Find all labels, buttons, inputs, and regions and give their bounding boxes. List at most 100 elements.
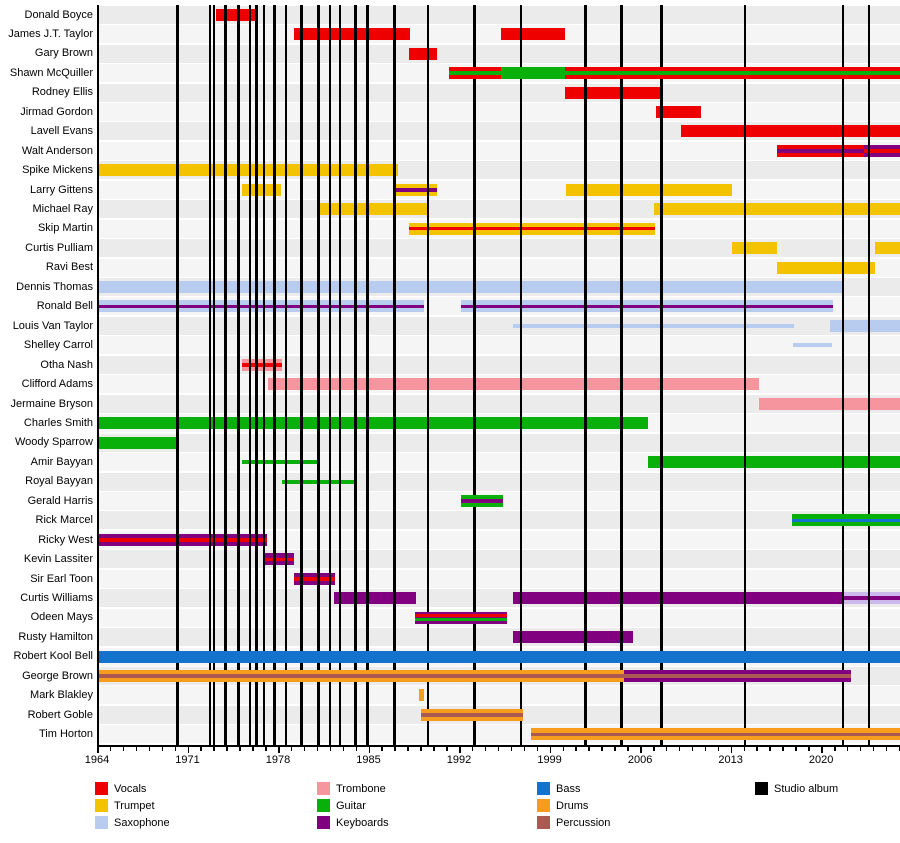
axis-tick (265, 747, 267, 751)
studio-album-line (300, 5, 303, 745)
studio-album-line (212, 5, 216, 745)
membership-bar (777, 144, 864, 157)
axis-tick (562, 747, 564, 751)
member-label: Rodney Ellis (31, 86, 93, 99)
axis-tick (226, 747, 228, 751)
studio-album-line (473, 5, 476, 745)
axis-tick (756, 747, 758, 751)
axis-tick (407, 747, 409, 751)
axis-tick (213, 747, 215, 751)
row-band (99, 25, 900, 44)
axis-tick (200, 747, 202, 751)
axis-tick (808, 747, 810, 751)
membership-bar (792, 343, 832, 348)
instrument-stripe (448, 71, 502, 75)
axis-tick (653, 747, 655, 751)
membership-bar (501, 67, 565, 80)
member-label: Louis Van Taylor (12, 319, 93, 332)
axis-tick (97, 747, 99, 753)
membership-bar (656, 105, 702, 118)
member-label: Odeen Mays (30, 611, 93, 624)
membership-bar (461, 300, 833, 313)
studio-album-line (620, 5, 623, 745)
axis-year-label: 2006 (627, 754, 653, 766)
studio-album-line (354, 5, 357, 745)
membership-bar (242, 358, 283, 371)
row-band (99, 355, 900, 374)
axis-tick (614, 747, 616, 751)
legend-label: Drums (556, 800, 589, 812)
instrument-stripe (99, 304, 425, 309)
member-label: Shelley Carrol (23, 339, 93, 352)
member-label: James J.T. Taylor (8, 27, 93, 40)
axis-tick (368, 747, 371, 753)
member-label: Ravi Best (45, 261, 93, 274)
row-band (99, 258, 900, 277)
axis-tick (484, 747, 487, 751)
axis-tick (109, 747, 112, 751)
axis-year-label: 1971 (175, 754, 200, 766)
axis-tick (303, 747, 306, 751)
row-band (99, 472, 900, 491)
axis-tick (834, 747, 836, 751)
member-label: Spike Mickens (22, 164, 93, 177)
axis-tick (536, 747, 539, 751)
axis-tick (795, 747, 797, 751)
membership-bar (267, 378, 760, 391)
row-band (99, 686, 900, 705)
membership-bar (99, 650, 900, 663)
member-label: Kevin Lassiter (23, 553, 93, 566)
axis-tick (278, 747, 280, 753)
axis-tick (523, 747, 526, 751)
legend-swatch-vocals (95, 782, 108, 795)
membership-bar (513, 592, 842, 605)
legend-label: Studio album (774, 783, 839, 795)
member-label: Robert Goble (27, 708, 93, 721)
studio-album-line (584, 5, 587, 745)
instrument-stripe (564, 71, 900, 75)
instrument-stripe (777, 149, 864, 153)
axis-tick (730, 747, 733, 753)
row-band (99, 141, 900, 160)
member-label: Sir Earl Toon (30, 572, 93, 585)
member-label: Ricky West (38, 533, 93, 546)
membership-bar (418, 689, 425, 702)
studio-album-line (393, 5, 396, 745)
membership-bar (99, 300, 425, 313)
studio-album-line (262, 5, 266, 745)
member-label: Shawn McQuiller (9, 66, 93, 79)
membership-bar (461, 494, 503, 507)
legend-swatch-percussion (537, 816, 550, 829)
studio-album-line (660, 5, 663, 745)
studio-album-line (237, 5, 240, 745)
axis-tick (355, 747, 358, 751)
legend-swatch-keyboards (317, 816, 330, 829)
member-label: Larry Gittens (30, 183, 93, 196)
studio-album-line (328, 5, 332, 745)
membership-bar (265, 553, 294, 566)
membership-bar (421, 708, 524, 721)
axis-tick (342, 747, 345, 751)
legend-label: Trombone (336, 783, 386, 795)
instrument-stripe (841, 596, 900, 600)
row-band (99, 180, 900, 199)
axis-tick (290, 747, 293, 751)
axis-tick (859, 747, 862, 751)
row-band (99, 239, 900, 258)
membership-bar (759, 397, 900, 410)
axis-tick (769, 747, 771, 751)
member-label: Gary Brown (34, 47, 93, 60)
member-label: Donald Boyce (24, 8, 94, 21)
member-label: Curtis Pulliam (25, 241, 93, 254)
legend-swatch-saxophone (95, 816, 108, 829)
axis-tick (161, 747, 164, 751)
row-band (99, 5, 900, 24)
instrument-stripe (99, 674, 624, 678)
axis-tick (252, 747, 254, 751)
instrument-stripe (242, 363, 283, 367)
row-band (99, 628, 900, 647)
instrument-stripe (415, 614, 507, 617)
legend-label: Saxophone (114, 817, 170, 829)
axis-tick (601, 747, 603, 751)
axis-tick (549, 747, 552, 753)
